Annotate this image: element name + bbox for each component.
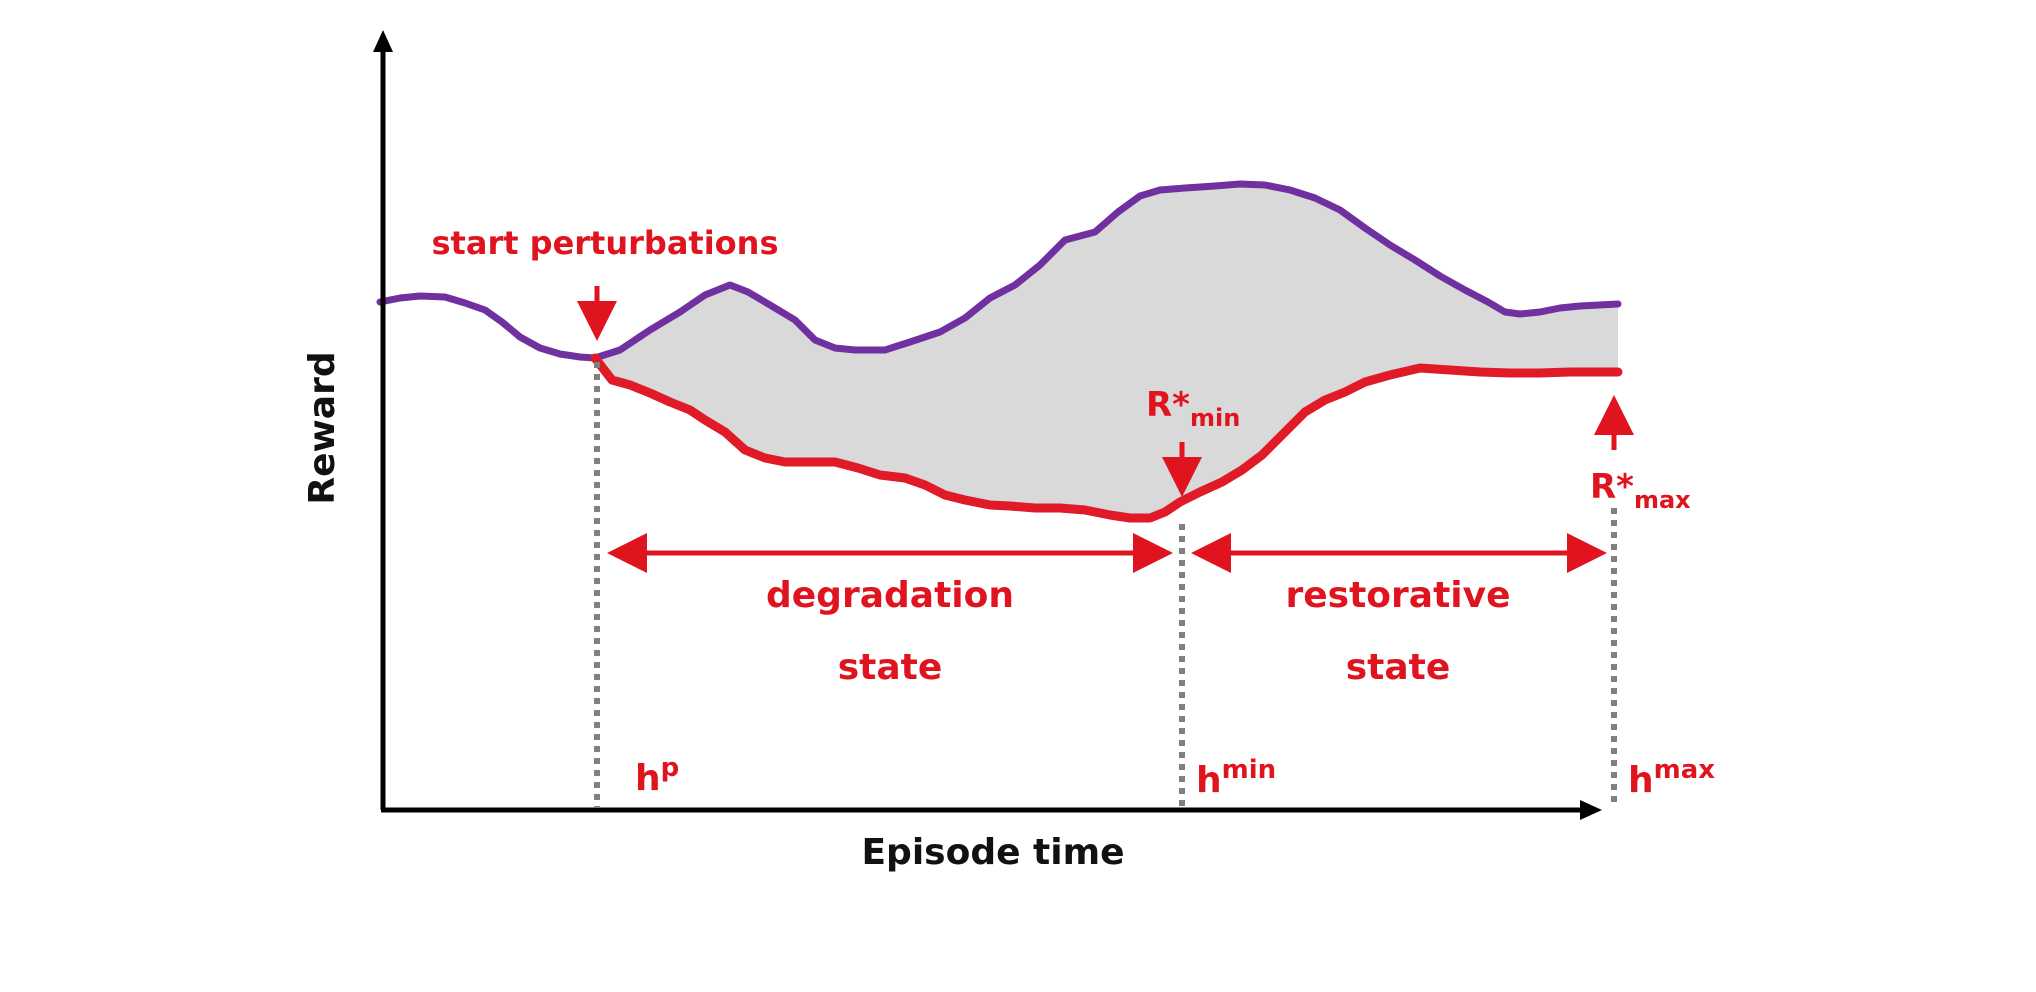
restorative-state-label-line2: state xyxy=(1346,647,1451,688)
purple-curve-left-segment xyxy=(377,293,598,361)
hp-label: hp xyxy=(635,753,679,799)
hmin-label: hmin xyxy=(1196,755,1276,801)
y-axis-arrowhead xyxy=(373,30,393,52)
y-axis-label: Reward xyxy=(302,351,343,504)
red-reward-curve xyxy=(590,353,1623,523)
restorative-state-label-line1: restorative xyxy=(1285,575,1510,616)
r-max-label: R*max xyxy=(1590,467,1691,514)
reward-gap-area xyxy=(595,184,1618,518)
degradation-state-label-line1: degradation xyxy=(766,575,1014,616)
x-axis-label: Episode time xyxy=(861,832,1124,873)
start-perturbations-label: start perturbations xyxy=(432,224,779,262)
degradation-state-label-line2: state xyxy=(838,647,943,688)
x-axis-arrowhead xyxy=(1580,800,1602,820)
r-min-label: R*min xyxy=(1146,385,1240,432)
hmax-label: hmax xyxy=(1628,755,1715,801)
